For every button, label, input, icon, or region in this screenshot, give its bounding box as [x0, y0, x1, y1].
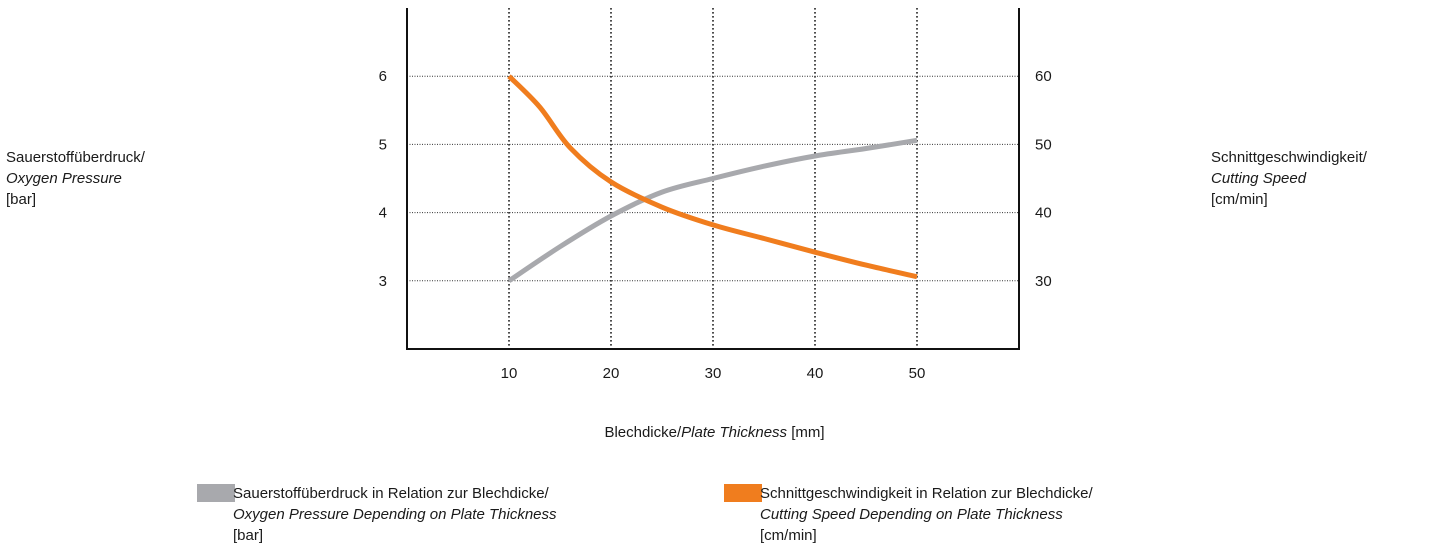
y-axis-right-label-en: Cutting Speed	[1211, 170, 1307, 187]
legend-name-en: Oxygen Pressure Depending on Plate Thick…	[233, 506, 557, 523]
y-axis-right-label-unit: [cm/min]	[1211, 191, 1268, 208]
series-line-cutting-speed	[507, 74, 918, 280]
legend-text: Sauerstoffüberdruck in Relation zur Blec…	[233, 483, 557, 546]
legend-text: Schnittgeschwindigkeit in Relation zur B…	[760, 483, 1093, 546]
x-tick-label-20: 20	[603, 365, 620, 382]
x-tick-label-10: 10	[501, 365, 518, 382]
y-axis-left-label-unit: [bar]	[6, 191, 37, 208]
x-tick-label-40: 40	[807, 365, 824, 382]
x-axis-label: Blechdicke/Plate Thickness [mm]	[0, 424, 1429, 441]
legend-name-en: Cutting Speed Depending on Plate Thickne…	[760, 506, 1063, 523]
y-axis-right-label: Schnittgeschwindigkeit/ Cutting Speed [c…	[1211, 147, 1367, 210]
x-tick-label-50: 50	[909, 365, 926, 382]
x-axis-label-de: Blechdicke/	[604, 424, 682, 441]
legend-unit: [cm/min]	[760, 527, 817, 544]
grid	[407, 8, 1019, 349]
y-left-tick-label-6: 6	[379, 68, 387, 85]
y-left-tick-label-5: 5	[379, 136, 387, 153]
axes	[406, 8, 1020, 350]
y-right-tick-label-50: 50	[1035, 136, 1052, 153]
x-axis-label-en: Plate Thickness	[681, 424, 788, 441]
y-left-tick-label-3: 3	[379, 273, 387, 290]
series-line-oxygen-pressure	[507, 137, 918, 283]
y-axis-left-label-en: Oxygen Pressure	[6, 170, 122, 187]
legend-name-de: Schnittgeschwindigkeit in Relation zur B…	[760, 485, 1093, 502]
x-tick-label-30: 30	[705, 365, 722, 382]
y-right-tick-label-40: 40	[1035, 205, 1052, 222]
legend-swatch-orange	[724, 484, 762, 502]
y-left-tick-label-4: 4	[379, 205, 387, 222]
series-layer	[507, 74, 918, 283]
y-axis-left-label-de: Sauerstoffüberdruck/	[6, 149, 145, 166]
x-axis-label-unit: [mm]	[791, 424, 825, 441]
tick-labels: 10 20 30 40 50 3 4 5 6 30 40 50 60	[379, 68, 1052, 382]
legend-unit: [bar]	[233, 527, 264, 544]
y-axis-left-label: Sauerstoffüberdruck/ Oxygen Pressure [ba…	[6, 147, 145, 210]
legend-name-de: Sauerstoffüberdruck in Relation zur Blec…	[233, 485, 549, 502]
y-right-tick-label-60: 60	[1035, 68, 1052, 85]
y-right-tick-label-30: 30	[1035, 273, 1052, 290]
legend-swatch-gray	[197, 484, 235, 502]
y-axis-right-label-de: Schnittgeschwindigkeit/	[1211, 149, 1367, 166]
